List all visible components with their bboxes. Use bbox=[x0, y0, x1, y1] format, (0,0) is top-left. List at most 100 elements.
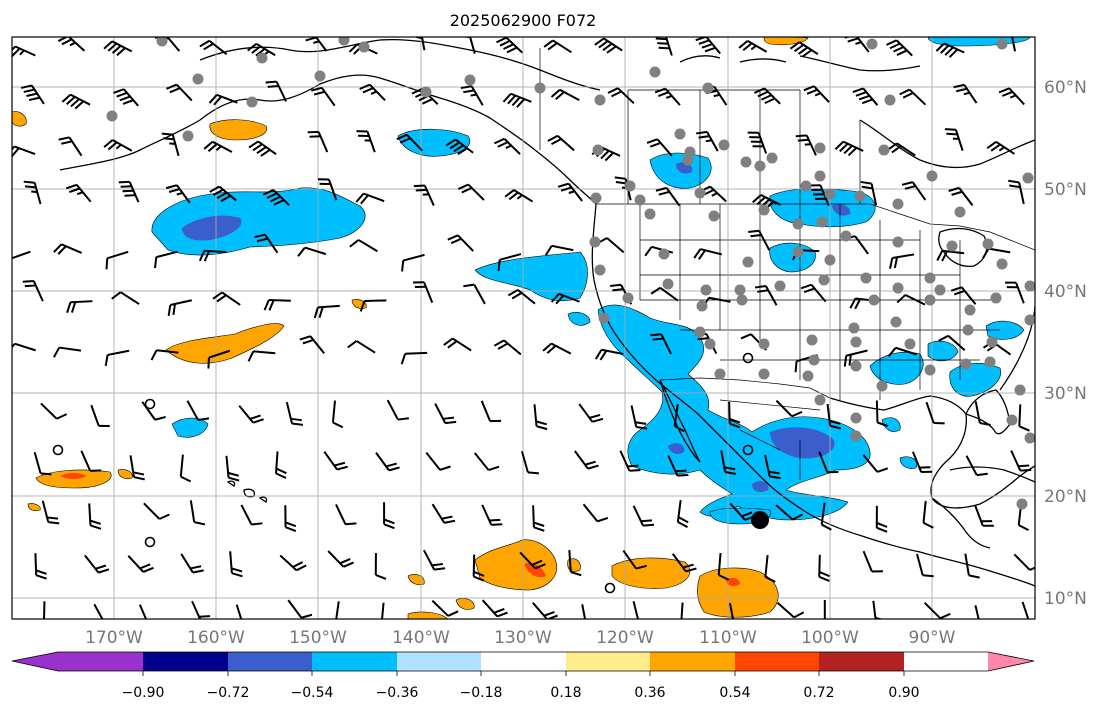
wind-barb bbox=[789, 41, 819, 58]
station-dot bbox=[892, 282, 904, 294]
wind-barb bbox=[986, 140, 1015, 155]
station-dot bbox=[622, 292, 634, 304]
wind-barb bbox=[1018, 404, 1030, 432]
wind-barb bbox=[331, 400, 344, 429]
wind-barb bbox=[728, 401, 741, 429]
contour-blob-orange-south-2 bbox=[611, 557, 691, 589]
coastline-yucatan bbox=[931, 497, 991, 549]
colorbar-extend-high bbox=[988, 652, 1034, 671]
contour-blob-orange-small-2 bbox=[455, 598, 475, 610]
colorbar-tick-label: 0.18 bbox=[550, 685, 581, 701]
station-dot bbox=[674, 128, 686, 140]
station-dot bbox=[589, 236, 601, 248]
wind-barb bbox=[720, 450, 737, 476]
wind-barb bbox=[434, 403, 457, 425]
station-dot bbox=[860, 272, 872, 284]
colorbar-extend-low bbox=[12, 652, 58, 671]
wind-barb bbox=[90, 404, 110, 428]
wind-barb bbox=[578, 403, 604, 423]
wind-barb bbox=[323, 451, 348, 471]
station-dot bbox=[1016, 498, 1028, 510]
station-dot bbox=[924, 364, 936, 376]
wind-barb bbox=[818, 554, 830, 582]
wind-barb bbox=[696, 130, 719, 152]
station-dot bbox=[766, 152, 778, 164]
station-dot bbox=[758, 204, 770, 216]
wind-barb bbox=[445, 138, 474, 156]
lon-label-110w: 110°W bbox=[699, 628, 757, 648]
wind-barb bbox=[359, 299, 387, 312]
wind-barb bbox=[1008, 179, 1025, 205]
wind-barb bbox=[875, 505, 888, 533]
station-dot bbox=[996, 258, 1008, 270]
wind-barb bbox=[974, 504, 994, 527]
wind-barb bbox=[923, 602, 951, 619]
wind-barb bbox=[728, 602, 735, 619]
wind-barb bbox=[1005, 281, 1025, 304]
colorbar-swatch bbox=[58, 652, 143, 671]
wind-barb bbox=[504, 189, 534, 203]
contour-core-mexico-east bbox=[770, 427, 835, 459]
lon-label-150w: 150°W bbox=[289, 628, 347, 648]
colorbar-outline bbox=[11, 651, 1035, 672]
wind-barb bbox=[65, 183, 92, 203]
contour-blob-orange-aleutians bbox=[209, 119, 267, 141]
wind-barb bbox=[311, 86, 336, 107]
wind-barb bbox=[425, 452, 451, 471]
colorbar-swatches bbox=[12, 652, 1034, 671]
wind-barb bbox=[860, 180, 878, 206]
border-us-states bbox=[639, 204, 1000, 400]
station-dot bbox=[192, 73, 204, 85]
station-dot bbox=[926, 170, 938, 182]
contour-blob-orange-small-1 bbox=[407, 574, 425, 586]
wind-barb bbox=[263, 189, 290, 206]
wind-barb bbox=[533, 404, 548, 431]
wind-barb bbox=[948, 186, 974, 206]
wind-barb bbox=[775, 399, 803, 418]
wind-barb bbox=[84, 554, 110, 574]
contour-blob-orange-small-7 bbox=[27, 503, 41, 512]
wind-barb bbox=[594, 348, 624, 361]
colorbar-tick-label: −0.54 bbox=[291, 685, 334, 701]
colorbar-tick-label: −0.90 bbox=[122, 685, 165, 701]
wind-barb bbox=[803, 85, 830, 103]
contour-core-baja bbox=[668, 443, 685, 454]
wind-barb bbox=[180, 553, 204, 574]
wind-barb bbox=[317, 178, 338, 201]
wind-barb bbox=[12, 145, 36, 158]
station-dot bbox=[714, 368, 726, 380]
lon-label-100w: 100°W bbox=[801, 628, 859, 648]
station-dot bbox=[256, 52, 268, 64]
wind-barb bbox=[542, 342, 572, 355]
wind-barb bbox=[982, 247, 1011, 259]
contour-core-sw-mexico bbox=[752, 481, 769, 492]
wind-barb bbox=[80, 450, 102, 472]
contour-blob-gulf-small bbox=[899, 456, 918, 469]
wind-barb bbox=[53, 346, 82, 358]
wind-barb bbox=[862, 454, 889, 473]
station-dot bbox=[634, 194, 646, 206]
contour-blob-orange-west bbox=[35, 469, 112, 489]
colorbar-tick-label: 0.90 bbox=[888, 685, 919, 701]
wind-barb bbox=[887, 142, 916, 157]
wind-barb bbox=[800, 283, 827, 303]
wind-barb bbox=[179, 454, 192, 483]
station-dot bbox=[658, 248, 670, 260]
wind-barb bbox=[680, 602, 684, 619]
wind-barb bbox=[834, 140, 864, 157]
wind-barb bbox=[297, 246, 327, 257]
wind-barb bbox=[212, 291, 241, 306]
calm-marker bbox=[144, 398, 156, 410]
wind-barb bbox=[413, 281, 434, 304]
wind-barb bbox=[654, 87, 681, 106]
colorbar-tick-label: −0.36 bbox=[376, 685, 419, 701]
colorbar: −0.90 −0.72 −0.54 −0.36 −0.18 0.18 0.36 0.54 0.7… bbox=[11, 651, 1035, 701]
station-dot bbox=[708, 210, 720, 222]
contour-core-red-south-1 bbox=[524, 562, 546, 578]
wind-barb bbox=[53, 243, 83, 255]
station-dot bbox=[590, 192, 602, 204]
wind-barb bbox=[307, 130, 329, 153]
wind-barb bbox=[447, 234, 474, 252]
station-dot bbox=[624, 180, 636, 192]
